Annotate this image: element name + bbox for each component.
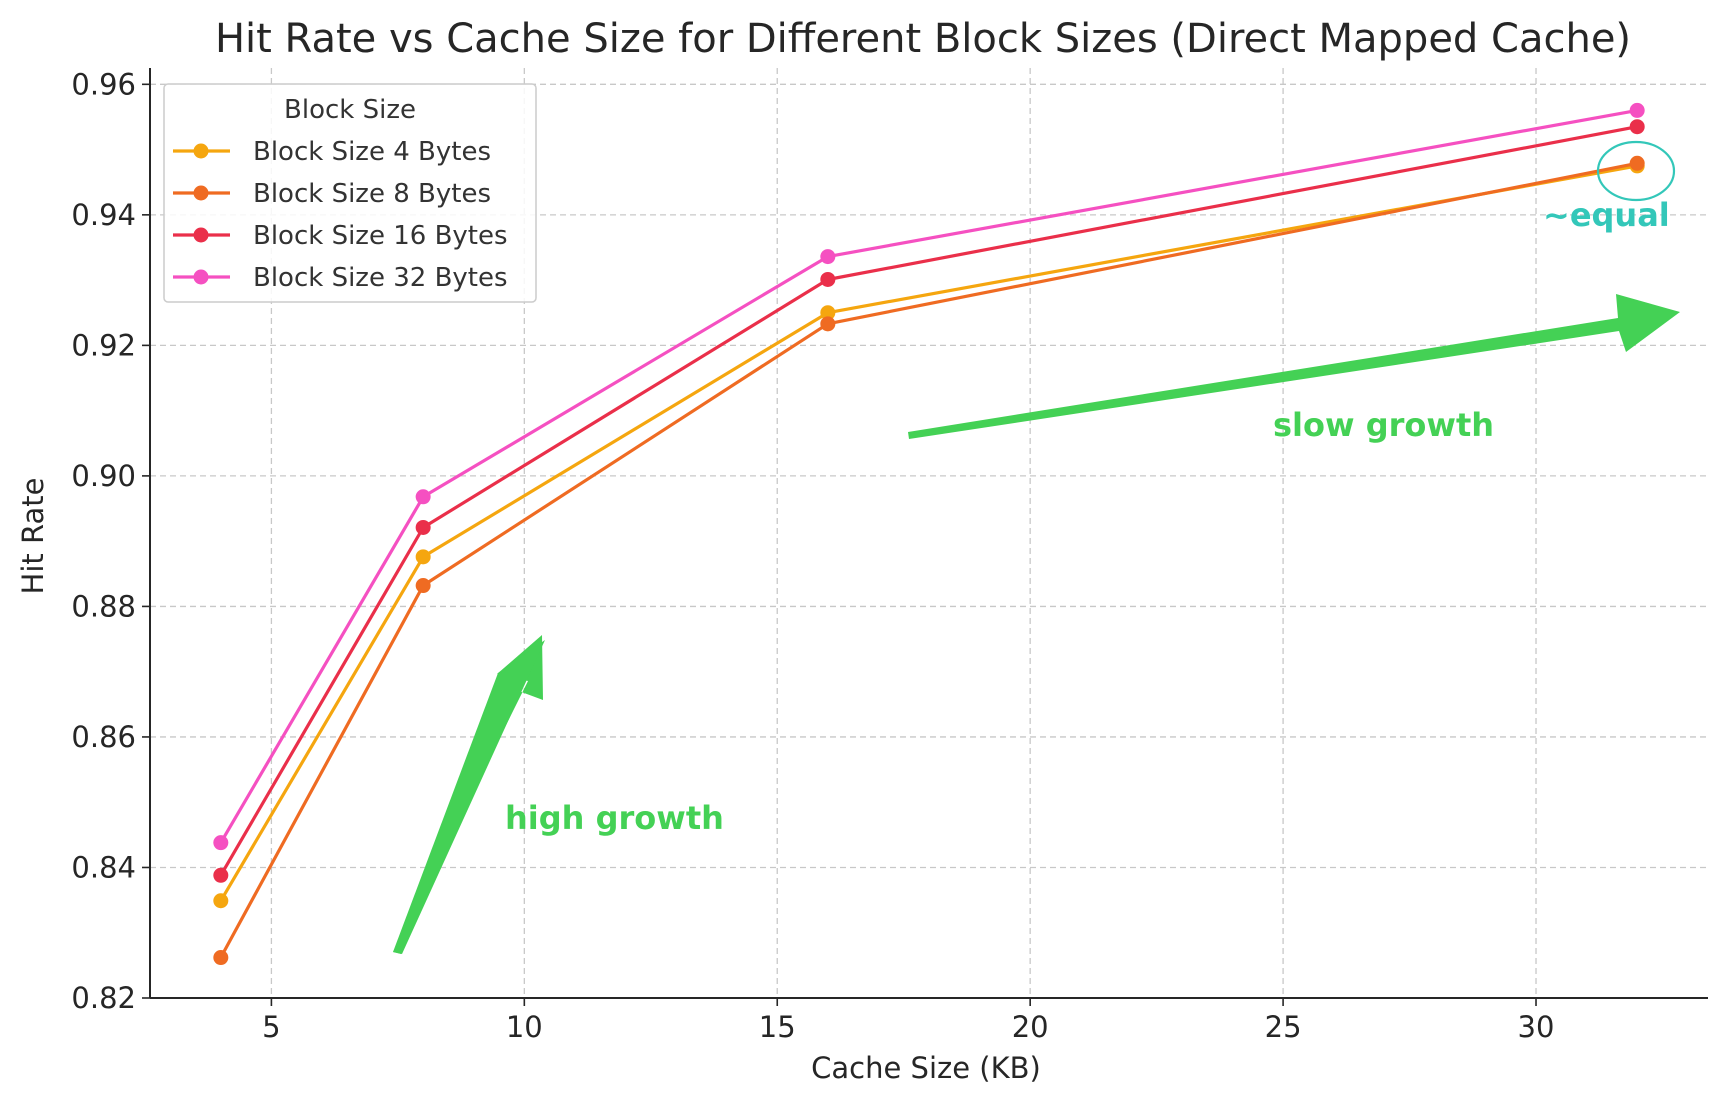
legend-entry-label: Block Size 32 Bytes <box>253 263 508 293</box>
data-point <box>213 867 229 883</box>
x-tick-label: 20 <box>1012 1010 1049 1044</box>
y-tick-label: 0.82 <box>71 981 136 1015</box>
x-tick-label: 25 <box>1265 1010 1302 1044</box>
legend-entry-label: Block Size 4 Bytes <box>253 137 491 167</box>
data-point <box>820 316 836 332</box>
legend-swatch-marker <box>193 185 209 201</box>
data-point <box>820 305 836 321</box>
x-tick-label: 5 <box>262 1010 280 1044</box>
y-tick-label: 0.90 <box>71 459 136 493</box>
equal-highlight-circle <box>1596 140 1676 202</box>
data-point <box>820 249 836 265</box>
y-axis-label: Hit Rate <box>16 478 50 595</box>
data-point <box>415 549 431 565</box>
annotations: high growth slow growth ~equal <box>393 140 1680 954</box>
x-axis-label: Cache Size (KB) <box>811 1051 1041 1085</box>
series-lines <box>213 102 1645 966</box>
legend-swatch-marker <box>193 269 209 285</box>
data-point <box>213 835 229 851</box>
legend-title: Block Size <box>284 95 416 125</box>
slow-growth-label: slow growth <box>1273 406 1494 444</box>
tick-labels: 5 10 15 20 25 30 0.82 0.84 0.86 0.88 0.90 0.92 0.94 0… <box>71 67 1554 1044</box>
x-tick-label: 15 <box>759 1010 796 1044</box>
y-tick-label: 0.96 <box>71 67 136 101</box>
slow-growth-arrow <box>908 294 1680 439</box>
axes <box>149 68 1708 999</box>
y-tick-label: 0.88 <box>71 589 136 623</box>
y-tick-label: 0.92 <box>71 328 136 362</box>
y-tick-label: 0.84 <box>71 850 136 884</box>
data-point <box>415 578 431 594</box>
data-point <box>1629 119 1645 135</box>
x-tick-label: 10 <box>506 1010 543 1044</box>
legend-swatch-marker <box>193 143 209 159</box>
data-point <box>213 893 229 909</box>
legend-entry-label: Block Size 16 Bytes <box>253 221 508 251</box>
chart-title: Hit Rate vs Cache Size for Different Blo… <box>215 16 1631 62</box>
series-line-3 <box>219 125 1638 877</box>
y-tick-label: 0.86 <box>71 720 136 754</box>
legend-swatch-marker <box>193 227 209 243</box>
data-point <box>1629 155 1645 171</box>
high-growth-arrow-body <box>393 640 545 954</box>
data-point <box>415 519 431 535</box>
legend: Block Size Block Size 4 Bytes Block Size 8… <box>163 83 537 303</box>
series-line-4 <box>219 108 1638 844</box>
y-tick-label: 0.94 <box>71 198 136 232</box>
data-point <box>820 271 836 287</box>
data-point <box>213 950 229 966</box>
series-line-1 <box>219 164 1638 902</box>
data-point <box>1629 102 1645 118</box>
legend-box <box>163 83 537 303</box>
equal-label: ~equal <box>1543 196 1670 234</box>
series-line-2 <box>219 161 1638 959</box>
x-tick-label: 30 <box>1518 1010 1555 1044</box>
data-point <box>415 489 431 505</box>
legend-entry-label: Block Size 8 Bytes <box>253 179 491 209</box>
high-growth-label: high growth <box>505 799 724 837</box>
